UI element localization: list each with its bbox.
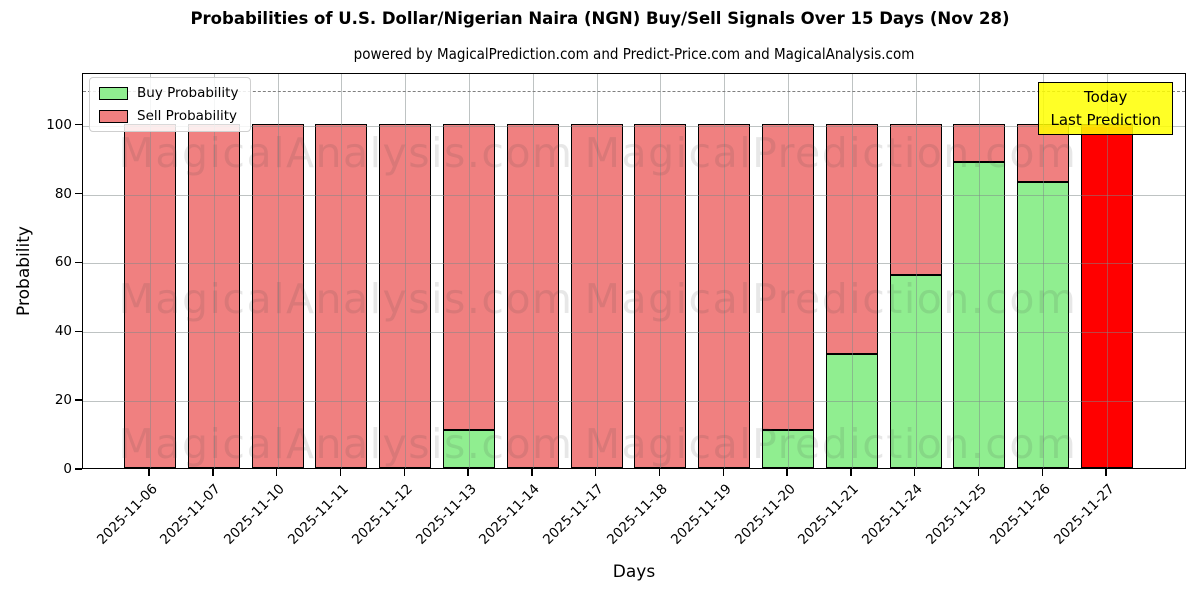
gridline-vertical — [979, 74, 981, 468]
bar-sell-segment — [187, 123, 240, 468]
x-tick-mark — [850, 469, 852, 476]
x-tick-label: 2025-11-27 — [906, 478, 1118, 548]
y-axis-label: Probability — [14, 226, 34, 316]
x-tick-mark — [148, 469, 150, 476]
chart-subtitle: powered by MagicalPrediction.com and Pre… — [353, 45, 915, 63]
y-tick-mark — [75, 192, 82, 195]
y-tick-label: 40 — [54, 323, 72, 340]
x-tick-mark — [403, 469, 405, 476]
legend: Buy Probability Sell Probability — [89, 77, 252, 132]
x-tick-mark — [913, 469, 916, 476]
x-tick-mark — [786, 469, 788, 476]
x-tick-label-text: 2025-11-27 — [1050, 481, 1118, 548]
bar-sell-segment — [251, 123, 304, 468]
bar-buy-segment — [443, 430, 495, 468]
bar-buy-segment — [889, 275, 942, 468]
watermark-text: MagicalAnalysis.com — [118, 129, 574, 177]
bar-sell-segment — [953, 123, 1006, 162]
bar-sell-segment — [698, 123, 751, 468]
gridline-horizontal — [83, 125, 1185, 127]
x-tick-mark — [212, 469, 214, 476]
y-tick-label: 60 — [54, 254, 72, 271]
legend-item-buy: Buy Probability — [99, 85, 238, 101]
sell-swatch-icon — [99, 109, 128, 123]
legend-label: Sell Probability — [137, 108, 238, 124]
gridline-horizontal — [83, 263, 1185, 265]
legend-label: Buy Probability — [137, 85, 239, 101]
gridline-vertical — [341, 74, 343, 468]
y-tick-mark — [75, 261, 82, 264]
x-tick-mark — [467, 469, 469, 476]
bar-sell-segment — [379, 123, 432, 468]
x-tick-mark — [722, 469, 724, 476]
legend-item-sell: Sell Probability — [99, 108, 238, 124]
chart-title: Probabilities of U.S. Dollar/Nigerian Na… — [190, 9, 1010, 28]
gridline-vertical — [851, 74, 853, 468]
gridline-vertical — [469, 74, 470, 468]
x-tick-mark — [658, 469, 661, 476]
gridline-vertical — [915, 74, 917, 468]
watermark-text: MagicalPrediction.com — [584, 420, 1078, 468]
bar-sell-segment — [889, 123, 942, 276]
bar-sell-segment — [762, 123, 814, 431]
bar-sell-segment — [315, 123, 368, 468]
y-tick-mark — [75, 330, 82, 332]
watermark-text: MagicalAnalysis.com — [118, 420, 574, 468]
watermark-text: MagicalAnalysis.com — [118, 275, 574, 323]
gridline-vertical — [660, 74, 662, 468]
bar-buy-segment — [762, 430, 814, 468]
x-tick-mark — [1105, 469, 1107, 476]
gridline-vertical — [150, 74, 151, 468]
bar-buy-segment — [825, 354, 878, 468]
gridline-horizontal — [83, 401, 1185, 403]
y-tick-label: 20 — [54, 392, 72, 409]
y-tick-mark — [75, 123, 82, 126]
plot-area: Buy Probability Sell Probability Today L… — [82, 73, 1186, 469]
bar-sell-segment — [570, 123, 623, 468]
today-annotation: Today Last Prediction — [1038, 82, 1173, 135]
x-axis-label: Days — [612, 562, 656, 582]
gridline-horizontal — [83, 332, 1185, 334]
gridline-vertical — [405, 74, 407, 468]
gridline-vertical — [1043, 74, 1045, 468]
x-tick-mark — [1041, 469, 1043, 476]
gridline-vertical — [213, 74, 215, 468]
gridline-vertical — [788, 74, 789, 468]
y-tick-mark — [75, 468, 82, 470]
bar-sell-segment — [124, 123, 176, 468]
bar-sell-segment — [634, 123, 687, 468]
gridline-vertical — [532, 74, 534, 468]
dashed-threshold-line — [83, 91, 1185, 93]
y-tick-label: 0 — [63, 461, 72, 477]
gridline-vertical — [277, 74, 279, 468]
x-tick-mark — [594, 469, 597, 476]
y-tick-label: 80 — [54, 185, 72, 202]
today-annotation-line2: Last Prediction — [1050, 110, 1161, 129]
gridline-horizontal — [83, 194, 1185, 196]
y-tick-label: 100 — [46, 116, 72, 133]
x-tick-mark — [977, 469, 980, 476]
y-tick-mark — [75, 399, 82, 401]
bar-sell-segment — [825, 123, 878, 355]
gridline-vertical — [596, 74, 598, 468]
watermark-text: MagicalPrediction.com — [584, 275, 1078, 323]
bar-sell-segment — [506, 123, 559, 468]
bar-buy-segment — [953, 161, 1006, 468]
today-annotation-line1: Today — [1084, 88, 1128, 106]
x-tick-mark — [531, 469, 533, 476]
x-tick-mark — [275, 469, 278, 476]
x-tick-mark — [339, 469, 342, 476]
gridline-vertical — [724, 74, 726, 468]
gridline-vertical — [1107, 74, 1108, 468]
watermark-text: MagicalPrediction.com — [584, 129, 1078, 177]
buy-swatch-icon — [99, 86, 128, 100]
bar-buy-segment — [1017, 182, 1070, 468]
bar-sell-segment — [443, 123, 495, 431]
